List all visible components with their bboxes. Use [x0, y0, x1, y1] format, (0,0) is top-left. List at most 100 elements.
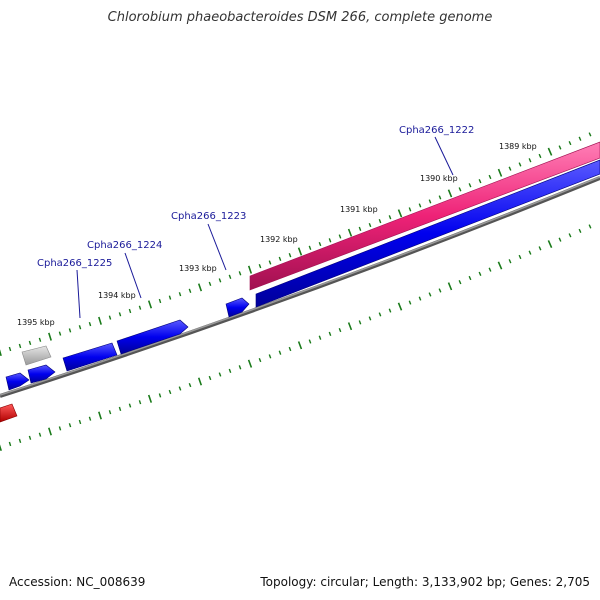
minor-tick — [228, 274, 232, 279]
minor-tick — [58, 331, 62, 336]
major-tick — [98, 411, 102, 420]
minor-tick — [308, 339, 312, 344]
minor-tick — [478, 271, 482, 276]
minor-tick — [28, 435, 32, 440]
minor-tick — [428, 292, 432, 297]
gene-label-cpha266-1223[interactable]: Cpha266_1223 — [171, 211, 246, 222]
gene-label-cpha266-1222-group[interactable]: Cpha266_1222 — [399, 125, 474, 176]
gene-label-cpha266-1224[interactable]: Cpha266_1224 — [87, 240, 162, 251]
major-tick — [98, 316, 102, 325]
minor-tick — [378, 312, 382, 317]
minor-tick — [588, 224, 592, 229]
minor-tick — [38, 432, 42, 437]
minor-tick — [538, 153, 542, 159]
minor-tick — [508, 259, 512, 264]
gene-label-cpha266-1225-group[interactable]: Cpha266_1225 — [37, 258, 112, 319]
gene-feature-blue-left-2[interactable] — [5, 372, 30, 391]
major-tick — [247, 265, 253, 274]
minor-tick — [138, 305, 142, 310]
minor-tick — [408, 300, 412, 305]
minor-tick — [528, 158, 532, 163]
minor-tick — [118, 406, 122, 412]
gene-label-cpha266-1224-group[interactable]: Cpha266_1224 — [87, 240, 162, 299]
minor-tick — [438, 195, 442, 200]
minor-tick — [358, 320, 362, 325]
minor-tick — [278, 256, 282, 261]
minor-tick — [38, 337, 42, 342]
tick-label-1390: 1390 kbp — [420, 174, 458, 183]
minor-tick — [18, 343, 22, 349]
minor-tick — [188, 382, 192, 388]
major-tick — [0, 444, 2, 452]
minor-tick — [288, 253, 292, 258]
major-tick — [447, 189, 453, 198]
minor-tick — [18, 438, 22, 444]
accession-text: Accession: NC_008639 — [9, 575, 146, 589]
minor-tick — [418, 296, 422, 301]
minor-tick — [468, 183, 472, 188]
minor-tick — [578, 136, 582, 141]
tick-labels: 1389 kbp 1390 kbp 1391 kbp 1392 kbp 1393… — [17, 142, 537, 327]
minor-tick — [218, 278, 222, 283]
tick-label-1392: 1392 kbp — [260, 235, 298, 244]
tick-label-1395: 1395 kbp — [17, 318, 55, 327]
tick-label-1391: 1391 kbp — [340, 205, 378, 214]
major-tick — [0, 349, 2, 357]
minor-tick — [518, 162, 522, 167]
minor-tick — [468, 275, 472, 281]
minor-tick — [538, 246, 542, 251]
minor-tick — [518, 254, 522, 260]
major-tick — [497, 261, 503, 270]
gene-feature-pink[interactable] — [249, 141, 600, 291]
minor-tick — [138, 400, 142, 405]
minor-tick — [558, 237, 562, 242]
minor-tick — [478, 179, 482, 184]
major-tick — [297, 341, 303, 350]
gene-label-cpha266-1223-group[interactable]: Cpha266_1223 — [171, 211, 246, 271]
minor-tick — [188, 288, 192, 293]
minor-tick — [68, 328, 72, 333]
minor-tick — [158, 393, 162, 398]
minor-tick — [488, 174, 492, 180]
minor-tick — [568, 141, 572, 146]
minor-tick — [558, 145, 562, 150]
minor-tick — [458, 187, 462, 192]
minor-tick — [528, 250, 532, 255]
minor-tick — [128, 308, 132, 314]
minor-tick — [318, 241, 322, 247]
minor-tick — [208, 281, 212, 286]
minor-tick — [68, 423, 72, 428]
genome-backbone — [0, 176, 600, 398]
major-tick — [48, 332, 52, 341]
minor-tick — [318, 335, 322, 340]
minor-tick — [368, 316, 372, 321]
minor-tick — [328, 331, 332, 337]
gene-feature-red[interactable] — [0, 403, 18, 423]
minor-tick — [128, 403, 132, 408]
major-tick — [147, 300, 153, 309]
minor-tick — [228, 368, 232, 374]
gene-feature-cpha266-1225[interactable] — [62, 342, 118, 372]
major-tick — [247, 359, 253, 368]
gene-feature-pseudo[interactable] — [21, 345, 52, 366]
minor-tick — [118, 312, 122, 317]
outer-tick-ring — [0, 132, 592, 357]
minor-tick — [8, 346, 12, 352]
gene-feature-cpha266-1224[interactable] — [116, 319, 189, 355]
gene-label-cpha266-1225[interactable]: Cpha266_1225 — [37, 258, 112, 269]
minor-tick — [458, 280, 462, 285]
minor-tick — [368, 222, 372, 228]
gene-feature-blue-long[interactable] — [255, 159, 600, 308]
minor-tick — [438, 288, 442, 293]
minor-tick — [168, 295, 172, 300]
gene-feature-blue-left-1[interactable] — [27, 364, 56, 384]
minor-tick — [578, 228, 582, 233]
gene-feature-blue-small[interactable] — [225, 297, 250, 318]
major-tick — [347, 228, 353, 237]
gene-label-cpha266-1222[interactable]: Cpha266_1222 — [399, 125, 474, 136]
minor-tick — [338, 327, 342, 333]
major-tick — [197, 283, 203, 292]
minor-tick — [8, 441, 12, 447]
inner-tick-ring — [0, 224, 592, 452]
minor-tick — [428, 199, 432, 204]
